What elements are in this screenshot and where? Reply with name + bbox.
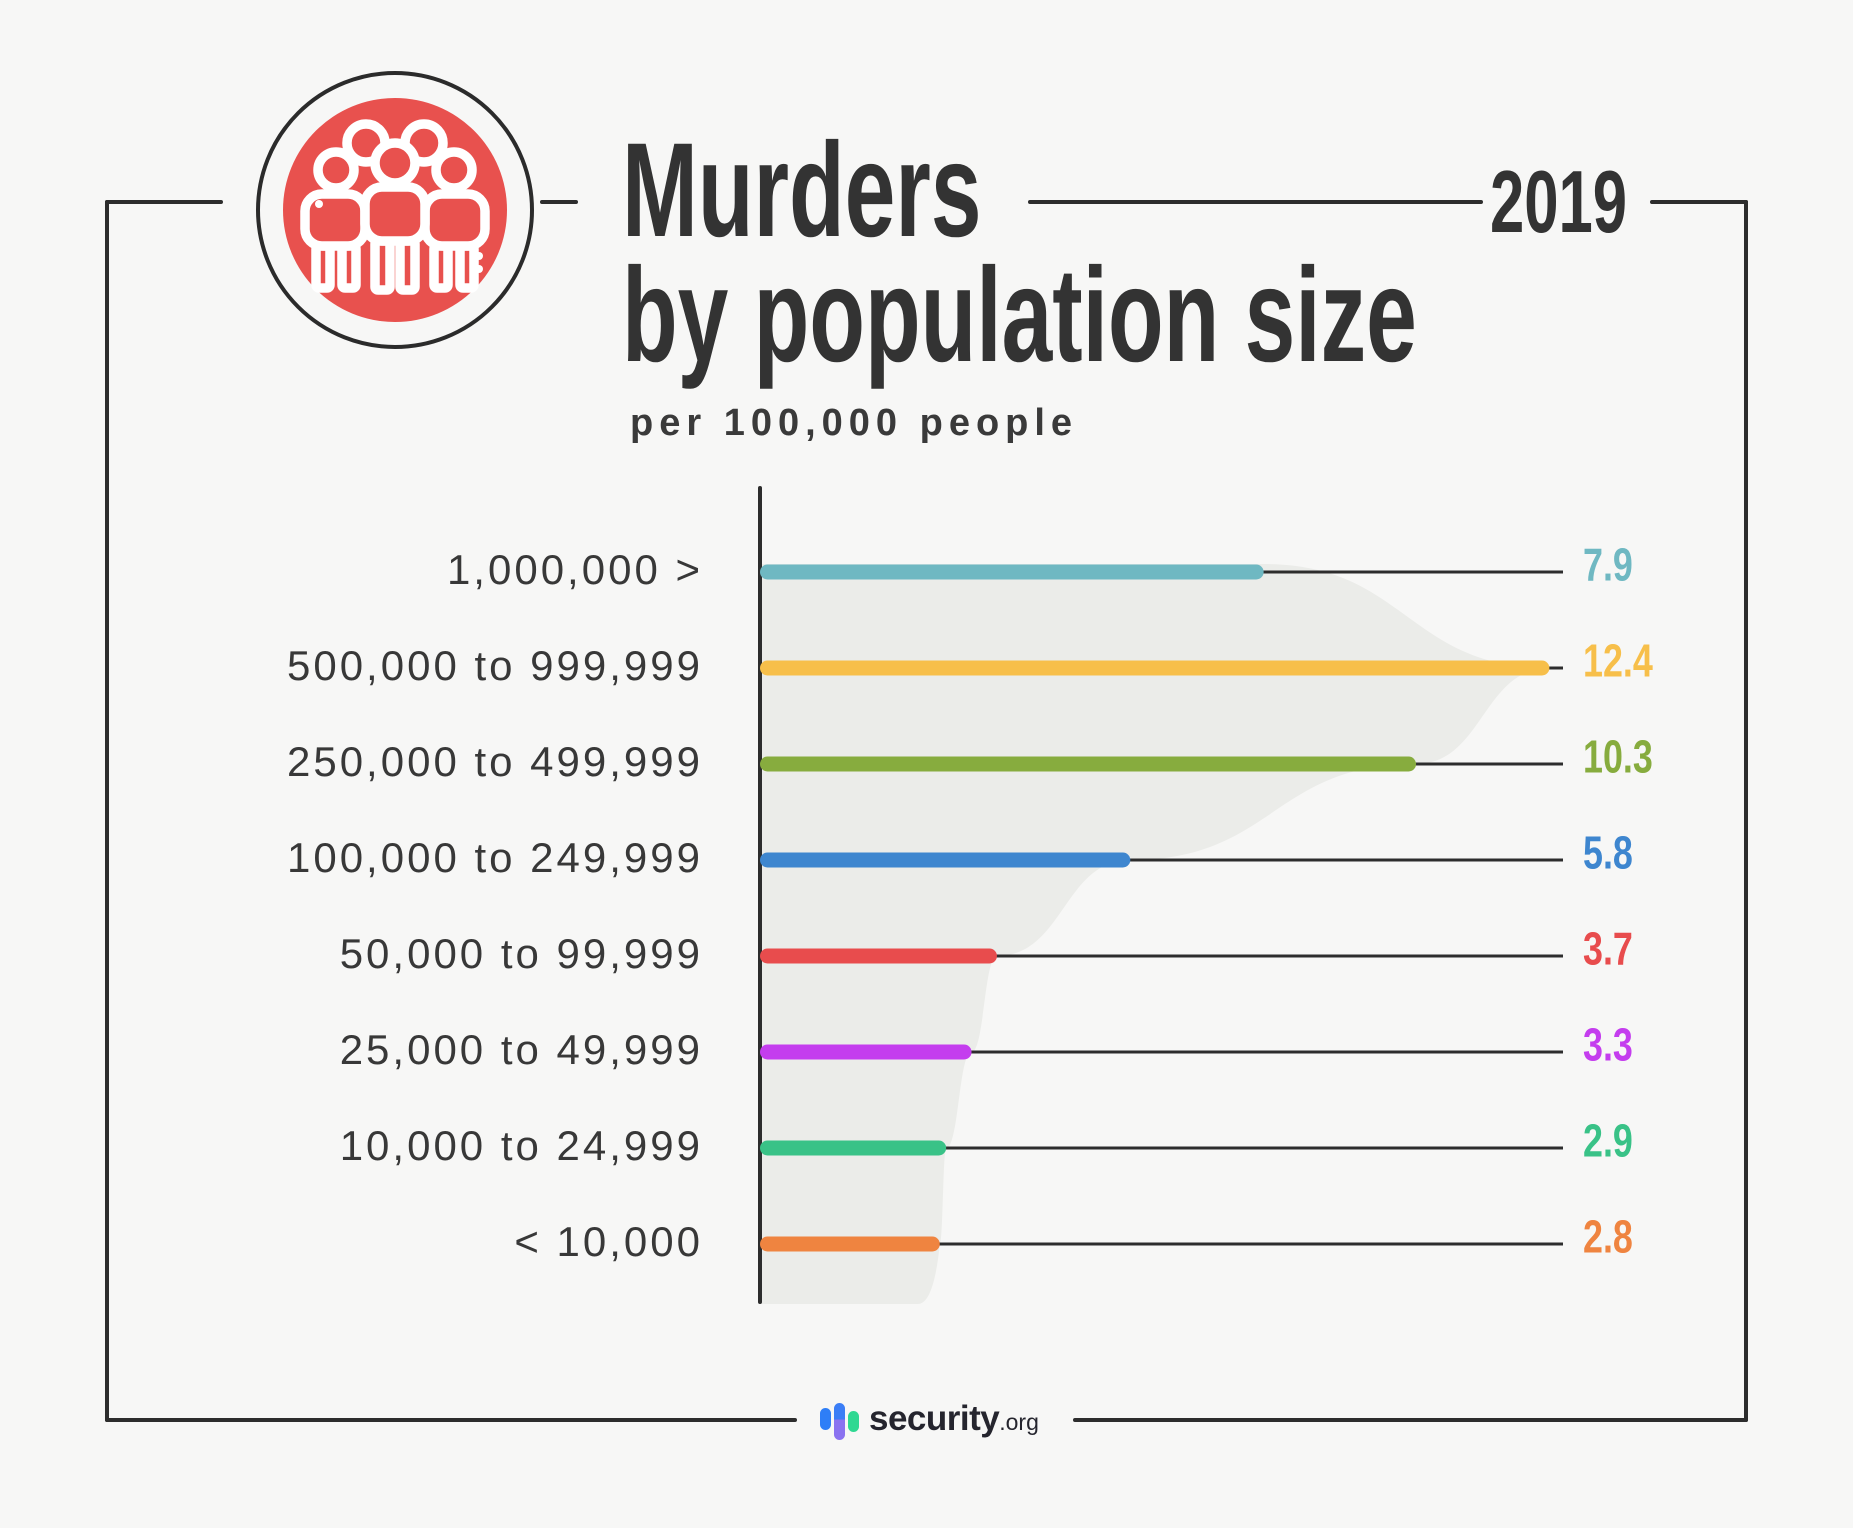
value-label: 2.8 <box>1583 1210 1633 1263</box>
bar-6 <box>760 1140 947 1156</box>
brand-name: security.org <box>869 1399 1039 1438</box>
logo-bar-middle <box>834 1403 845 1440</box>
brand-suffix: .org <box>999 1409 1039 1435</box>
value-label: 10.3 <box>1583 730 1653 783</box>
bar-5 <box>760 1044 972 1060</box>
frame-icon-title-dash <box>540 200 578 204</box>
equalizer-bars-icon <box>820 1392 860 1448</box>
logo-bar-blue <box>820 1408 831 1430</box>
frame-top-left-segment <box>105 200 223 204</box>
value-label: 3.3 <box>1583 1018 1633 1071</box>
title-line-1: Murders <box>622 116 982 265</box>
category-label: 100,000 to 249,999 <box>286 834 703 882</box>
bar-3 <box>760 852 1131 868</box>
bar-4 <box>760 948 997 964</box>
people-icon-badge <box>256 71 534 349</box>
bar-2 <box>760 756 1417 772</box>
category-label: 10,000 to 24,999 <box>339 1122 703 1170</box>
category-label: 50,000 to 99,999 <box>339 930 703 978</box>
category-label: 250,000 to 499,999 <box>286 738 703 786</box>
brand-logo: security.org <box>820 1392 1039 1448</box>
title-block: Murders by population size <box>622 116 1791 390</box>
title-line-2: by population size <box>622 241 1417 390</box>
category-label: < 10,000 <box>514 1218 703 1266</box>
value-label: 2.9 <box>1583 1114 1633 1167</box>
frame-bottom-right-segment <box>1073 1418 1748 1422</box>
frame-year-corner-segment <box>1650 200 1748 204</box>
funnel-shape <box>760 564 1550 1304</box>
frame-bottom-left-segment <box>105 1418 797 1422</box>
bars <box>760 564 1550 1252</box>
value-label: 3.7 <box>1583 922 1633 975</box>
category-label: 500,000 to 999,999 <box>286 642 703 690</box>
bar-0 <box>760 564 1264 580</box>
frame-title-year-segment <box>1028 200 1483 204</box>
logo-bar-green <box>848 1411 859 1432</box>
bar-7 <box>760 1236 940 1252</box>
value-label: 12.4 <box>1583 634 1653 687</box>
chart-axis <box>758 486 762 1304</box>
year-label: 2019 <box>1490 152 1628 251</box>
subtitle: per 100,000 people <box>630 402 1079 444</box>
category-label: 25,000 to 49,999 <box>339 1026 703 1074</box>
bar-1 <box>760 660 1550 676</box>
people-group-icon <box>283 98 507 322</box>
frame-left-edge <box>105 200 109 1422</box>
value-label: 7.9 <box>1583 538 1633 591</box>
category-label: 1,000,000 > <box>446 546 703 594</box>
frame-right-edge <box>1744 200 1748 1422</box>
value-label: 5.8 <box>1583 826 1633 879</box>
